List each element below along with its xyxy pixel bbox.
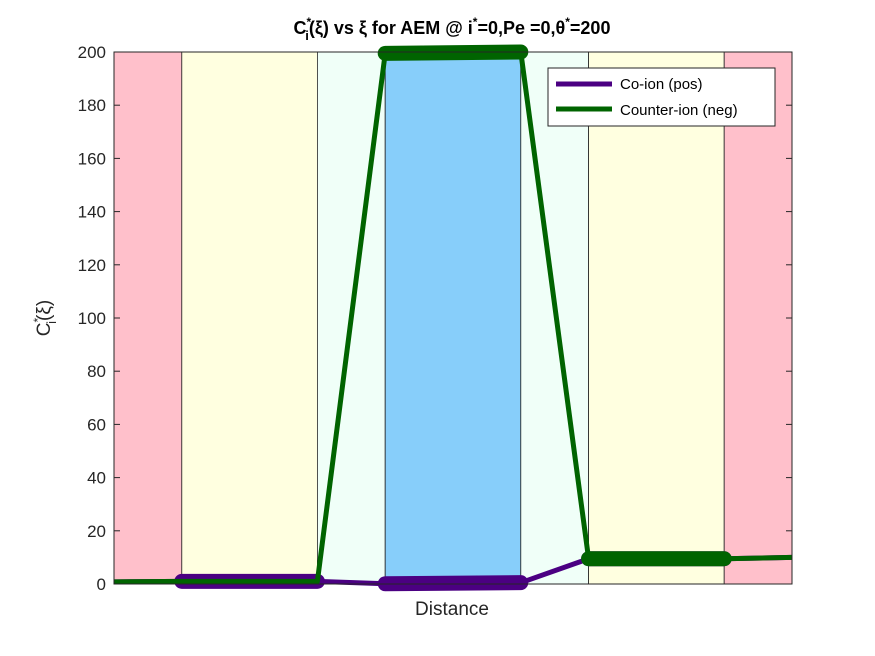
legend-label-counter-ion: Counter-ion (neg) xyxy=(620,102,738,119)
legend: Co-ion (pos) Counter-ion (neg) xyxy=(547,67,776,127)
region-0 xyxy=(113,51,183,585)
y-tick-label: 40 xyxy=(87,469,106,488)
y-tick-label: 180 xyxy=(78,96,106,115)
y-tick-label: 140 xyxy=(78,203,106,222)
membrane-regions xyxy=(113,51,793,585)
title-sup: * xyxy=(307,15,312,29)
legend-box xyxy=(547,67,776,127)
region-1 xyxy=(181,51,318,585)
legend-label-co-ion: Co-ion (pos) xyxy=(620,76,703,93)
y-tick-label: 20 xyxy=(87,522,106,541)
y-axis-label: C*i(ξ) xyxy=(31,300,59,336)
y-tick-label: 120 xyxy=(78,256,106,275)
series-lines xyxy=(113,44,793,592)
y-tick-label: 80 xyxy=(87,362,106,381)
region-3 xyxy=(384,51,522,585)
y-tick-label: 0 xyxy=(97,575,106,594)
region-5 xyxy=(588,51,725,585)
y-axis-ticks: 0 20 40 60 80 100 120 140 160 180 200 xyxy=(78,43,792,594)
x-axis-label: Distance xyxy=(415,599,489,620)
y-tick-label: 160 xyxy=(78,149,106,168)
y-tick-label: 60 xyxy=(87,415,106,434)
chart-title: C* i(ξ) vs ξ for AEM @ i*=0,Pe =0,θ*=200 xyxy=(294,15,611,43)
title-sub: i xyxy=(305,28,309,43)
y-tick-label: 200 xyxy=(78,43,106,62)
y-tick-label: 100 xyxy=(78,309,106,328)
region-6 xyxy=(723,51,793,585)
